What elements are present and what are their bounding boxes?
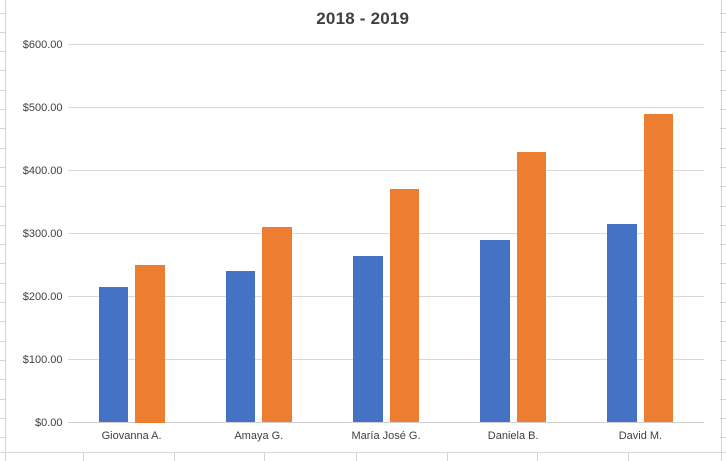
x-tick-label-amaya-g: Amaya G. — [234, 430, 284, 442]
bar-2018-giovanna-a[interactable] — [98, 287, 129, 423]
y-tick-label-600: $600.00 — [22, 38, 63, 51]
bar-2019-daniela-b[interactable] — [516, 151, 547, 423]
x-tick-label-giovanna-a: Giovanna A. — [101, 430, 162, 442]
bar-2018-amaya-g[interactable] — [225, 271, 256, 423]
sheet-column-line-8 — [720, 0, 722, 461]
gridline-100 — [68, 359, 704, 360]
x-axis-line — [68, 422, 704, 423]
chart-object[interactable]: 2018 - 2019 $0.00 $100.00 $200.00 $300.00 $4… — [5, 0, 720, 452]
gridline-600 — [68, 44, 704, 45]
y-tick-label-200: $200.00 — [22, 290, 63, 303]
sheet-column-line-0 — [4, 0, 6, 461]
gridline-400 — [68, 170, 704, 171]
bar-2019-maria-jose-g[interactable] — [389, 189, 419, 423]
bar-2019-amaya-g[interactable] — [262, 227, 292, 423]
x-tick-label-daniela-b: Daniela B. — [487, 430, 539, 442]
bar-2019-giovanna-a[interactable] — [135, 265, 165, 423]
y-tick-label-0: $0.00 — [34, 416, 63, 429]
y-tick-label-500: $500.00 — [22, 101, 63, 114]
x-tick-label-maria-jose-g: María José G. — [351, 430, 421, 442]
x-tick-label-david-m: David M. — [618, 430, 663, 442]
gridline-500 — [68, 107, 704, 108]
bar-2018-david-m[interactable] — [607, 224, 637, 423]
gridline-300 — [68, 233, 704, 234]
bar-2018-maria-jose-g[interactable] — [353, 255, 383, 423]
y-tick-label-400: $400.00 — [22, 164, 63, 177]
gridline-200 — [68, 296, 704, 297]
bar-2018-daniela-b[interactable] — [480, 239, 510, 423]
bar-2019-david-m[interactable] — [643, 113, 674, 423]
y-tick-label-100: $100.00 — [22, 353, 63, 366]
chart-title[interactable]: 2018 - 2019 — [316, 9, 410, 28]
chart-bottom-border — [0, 451, 726, 453]
y-tick-label-300: $300.00 — [22, 227, 63, 240]
